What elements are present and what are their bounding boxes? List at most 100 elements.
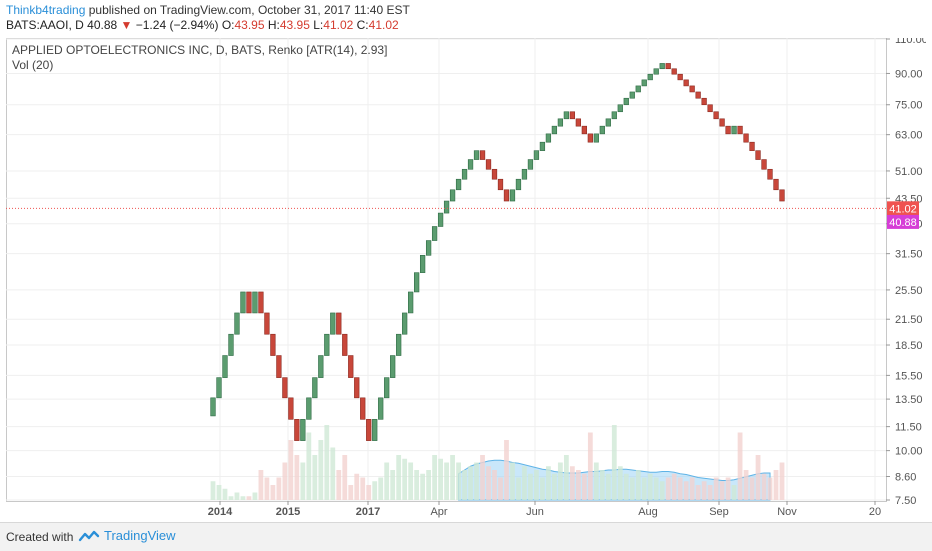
renko-brick-down[interactable] xyxy=(761,159,767,170)
renko-brick-up[interactable] xyxy=(563,111,570,120)
renko-brick-up[interactable] xyxy=(539,141,546,151)
renko-brick-down[interactable] xyxy=(497,178,504,191)
renko-brick-down[interactable] xyxy=(725,125,731,135)
renko-brick-down[interactable] xyxy=(767,168,773,180)
renko-brick-up[interactable] xyxy=(653,68,659,75)
renko-brick-up[interactable] xyxy=(461,168,468,180)
renko-brick-down[interactable] xyxy=(348,355,354,378)
renko-brick-down[interactable] xyxy=(258,291,264,314)
renko-brick-up[interactable] xyxy=(467,159,474,170)
renko-brick-up[interactable] xyxy=(605,118,611,127)
renko-brick-up[interactable] xyxy=(599,125,605,135)
renko-brick-up[interactable] xyxy=(449,189,456,202)
renko-brick-up[interactable] xyxy=(384,377,390,399)
renko-brick-up[interactable] xyxy=(216,377,222,399)
renko-brick-down[interactable] xyxy=(755,150,761,160)
renko-brick-down[interactable] xyxy=(491,168,498,180)
symbol-label[interactable]: BATS:AAOI, D xyxy=(6,18,84,32)
renko-brick-down[interactable] xyxy=(737,125,743,135)
renko-brick-down[interactable] xyxy=(695,91,701,99)
renko-brick-up[interactable] xyxy=(611,111,617,120)
renko-brick-up[interactable] xyxy=(330,312,336,335)
renko-brick-up[interactable] xyxy=(659,63,665,70)
renko-brick-down[interactable] xyxy=(264,312,270,335)
renko-brick-up[interactable] xyxy=(509,189,516,202)
renko-brick-down[interactable] xyxy=(503,189,510,202)
renko-brick-up[interactable] xyxy=(396,333,402,356)
renko-brick-up[interactable] xyxy=(617,104,623,113)
renko-brick-up[interactable] xyxy=(234,312,240,335)
tradingview-brand[interactable]: TradingView xyxy=(78,528,176,543)
renko-brick-up[interactable] xyxy=(228,333,234,356)
renko-brick-up[interactable] xyxy=(324,333,330,356)
renko-brick-up[interactable] xyxy=(240,291,246,314)
renko-brick-down[interactable] xyxy=(569,111,576,120)
renko-brick-up[interactable] xyxy=(312,377,318,399)
renko-brick-down[interactable] xyxy=(360,397,366,420)
renko-brick-down[interactable] xyxy=(276,355,282,378)
renko-brick-up[interactable] xyxy=(372,419,378,441)
renko-brick-down[interactable] xyxy=(366,419,372,441)
renko-brick-down[interactable] xyxy=(282,377,288,399)
renko-brick-up[interactable] xyxy=(390,355,396,378)
renko-brick-down[interactable] xyxy=(587,133,593,143)
renko-brick-down[interactable] xyxy=(288,397,294,420)
renko-brick-up[interactable] xyxy=(557,118,564,127)
renko-brick-up[interactable] xyxy=(408,291,414,314)
renko-brick-up[interactable] xyxy=(533,150,540,160)
renko-brick-up[interactable] xyxy=(731,125,737,135)
renko-brick-up[interactable] xyxy=(593,133,599,143)
renko-brick-up[interactable] xyxy=(378,397,384,420)
renko-brick-up[interactable] xyxy=(402,312,408,335)
renko-brick-up[interactable] xyxy=(527,159,534,170)
chart-container[interactable]: 7.50 8.60 10.00 11.50 13.50 15.50 18.50 21.50 25… xyxy=(6,34,928,520)
renko-brick-up[interactable] xyxy=(551,125,558,135)
renko-brick-down[interactable] xyxy=(779,189,785,202)
renko-brick-down[interactable] xyxy=(683,79,689,87)
renko-brick-up[interactable] xyxy=(443,200,450,214)
renko-brick-down[interactable] xyxy=(707,104,713,113)
renko-brick-down[interactable] xyxy=(665,63,671,70)
renko-brick-up[interactable] xyxy=(641,79,647,87)
renko-brick-up[interactable] xyxy=(318,355,324,378)
renko-brick-up[interactable] xyxy=(414,272,420,293)
renko-brick-down[interactable] xyxy=(743,133,749,143)
renko-brick-up[interactable] xyxy=(222,355,228,378)
renko-brick-up[interactable] xyxy=(515,178,522,191)
renko-brick-down[interactable] xyxy=(713,111,719,120)
renko-brick-down[interactable] xyxy=(719,118,725,127)
renko-brick-down[interactable] xyxy=(485,159,492,170)
renko-brick-up[interactable] xyxy=(210,397,216,417)
renko-brick-up[interactable] xyxy=(521,168,528,180)
renko-brick-down[interactable] xyxy=(701,97,707,106)
renko-brick-up[interactable] xyxy=(629,91,635,99)
renko-brick-down[interactable] xyxy=(479,150,486,160)
author-link[interactable]: Thinkb4trading xyxy=(6,3,86,17)
renko-brick-up[interactable] xyxy=(647,73,653,81)
renko-brick-up[interactable] xyxy=(300,419,306,441)
renko-brick-down[interactable] xyxy=(581,125,587,135)
renko-chart[interactable]: 7.50 8.60 10.00 11.50 13.50 15.50 18.50 21.50 25… xyxy=(6,34,928,520)
renko-brick-up[interactable] xyxy=(623,97,629,106)
renko-brick-up[interactable] xyxy=(419,254,426,273)
renko-brick-down[interactable] xyxy=(342,333,348,356)
renko-brick-down[interactable] xyxy=(354,377,360,399)
renko-brick-up[interactable] xyxy=(473,150,480,160)
renko-brick-up[interactable] xyxy=(437,212,444,227)
renko-brick-down[interactable] xyxy=(270,333,276,356)
renko-brick-up[interactable] xyxy=(425,240,432,256)
renko-brick-up[interactable] xyxy=(306,397,312,420)
renko-brick-down[interactable] xyxy=(294,419,300,441)
renko-brick-up[interactable] xyxy=(635,85,641,93)
renko-brick-down[interactable] xyxy=(671,68,677,75)
renko-brick-down[interactable] xyxy=(246,291,252,314)
renko-brick-down[interactable] xyxy=(773,178,779,191)
renko-brick-up[interactable] xyxy=(545,133,552,143)
renko-brick-down[interactable] xyxy=(677,73,683,81)
renko-brick-down[interactable] xyxy=(575,118,581,127)
renko-brick-up[interactable] xyxy=(455,178,462,191)
renko-brick-down[interactable] xyxy=(336,312,342,335)
renko-brick-down[interactable] xyxy=(689,85,695,93)
renko-brick-up[interactable] xyxy=(431,226,438,241)
renko-brick-down[interactable] xyxy=(749,141,755,151)
